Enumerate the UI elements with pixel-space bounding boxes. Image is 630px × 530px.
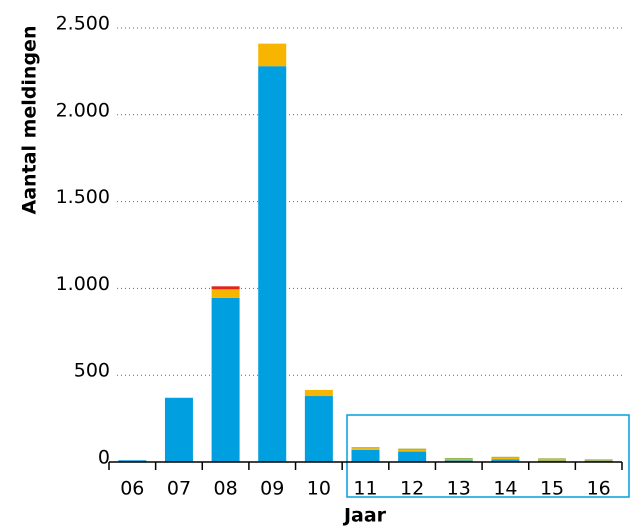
y-axis-label: Aantal meldingen: [19, 26, 41, 215]
bar-segment: [491, 457, 520, 460]
bar-segment: [491, 459, 520, 462]
bar-segment: [538, 459, 567, 461]
bar-segment: [398, 448, 427, 450]
y-tick-label: 1.000: [56, 273, 110, 295]
bar-segment: [258, 66, 287, 462]
bar-segment: [351, 449, 380, 462]
bar-segment: [584, 460, 613, 461]
y-tick-label: 0: [98, 447, 110, 469]
bar-segment: [584, 459, 613, 461]
x-tick-label: 12: [400, 478, 424, 500]
bar-segment: [118, 460, 147, 462]
bar-segment: [351, 448, 380, 450]
bar-segment: [164, 397, 193, 462]
bar-segment: [258, 43, 287, 67]
bar-segment: [211, 289, 240, 298]
y-tick-label: 500: [74, 360, 110, 382]
x-tick-label: 06: [120, 478, 144, 500]
x-tick-label: 09: [260, 478, 284, 500]
bar-segment: [398, 449, 427, 452]
y-tick-label: 1.500: [56, 186, 110, 208]
x-tick-label: 16: [587, 478, 611, 500]
bar-segment: [211, 286, 240, 290]
highlight-box: [346, 414, 630, 498]
x-tick-label: 14: [493, 478, 517, 500]
bar-segment: [398, 451, 427, 462]
bar-segment: [538, 458, 567, 460]
x-tick-label: 13: [447, 478, 471, 500]
x-axis-label: Jaar: [342, 505, 387, 527]
x-tick-label: 08: [213, 478, 237, 500]
bar-segment: [351, 447, 380, 449]
y-tick-label: 2.500: [56, 13, 110, 35]
x-tick-label: 15: [540, 478, 564, 500]
y-tick-label: 2.000: [56, 99, 110, 121]
bar-segment: [444, 458, 473, 459]
bar-segment: [491, 456, 520, 458]
bar-segment: [211, 297, 240, 462]
x-tick-label: 11: [353, 478, 377, 500]
bar-segment: [304, 389, 333, 397]
bar-segment: [304, 396, 333, 462]
bar-segment: [444, 460, 473, 462]
bar-segment: [444, 458, 473, 461]
x-tick-label: 07: [167, 478, 191, 500]
x-tick-label: 10: [307, 478, 331, 500]
